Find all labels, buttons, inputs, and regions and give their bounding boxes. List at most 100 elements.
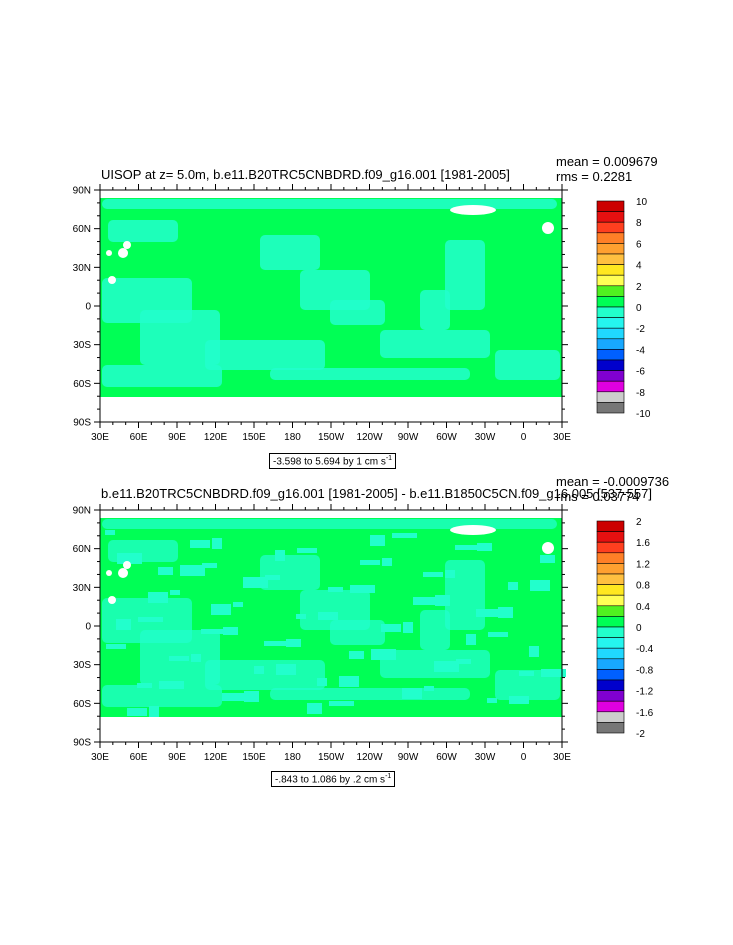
panel1-negative-patch [445,240,485,310]
panel2-negative-speckle [466,634,476,645]
panel2-colorbar-label: -0.8 [636,665,654,676]
panel2-range-unit-exp: -1 [385,773,392,780]
panel1-colorbar-box [596,349,625,361]
panel1-colorbar-label: -10 [636,409,651,420]
panel1-lon-label: 30E [553,432,571,443]
panel2-negative-speckle [541,669,566,677]
panel2-colorbar-box [596,722,625,734]
panel1-negative-patch [270,368,470,380]
panel1-colorbar-label: 4 [636,261,642,272]
panel2-missing-area [450,525,496,535]
panel1-colorbar-box [596,264,625,276]
panel1-range-unit-exp: -1 [385,455,393,462]
panel2-negative-speckle [243,577,268,588]
panel2-lon-label: 180 [284,752,301,763]
panel2-missing-area [118,568,128,578]
panel2-negative-speckle [191,654,201,662]
panel2-negative-speckle [137,683,152,688]
panel1-lat-label: 90S [73,418,91,429]
panel2-colorbar-label: -1.2 [636,687,654,698]
panel1-colorbar-box [596,221,625,234]
panel1-negative-patch [102,199,557,209]
panel2-missing-area [542,542,554,554]
panel2-negative-patch [205,660,325,690]
panel2-negative-speckle [223,627,238,635]
panel1-colorbar-box [596,296,625,308]
panel2-lat-label: 90S [73,738,91,749]
panel2-negative-speckle [117,553,142,564]
panel2-colorbar-box [596,637,625,649]
panel1-lon-label: 60E [130,432,148,443]
panel2-lat-label: 90N [73,506,91,517]
panel1-colorbar-label: -8 [636,388,645,399]
panel1-lon-label: 150W [318,432,345,443]
panel2-range-text: -.843 to 1.086 by .2 cm s [275,774,386,786]
panel1-lat-label: 90N [73,186,91,197]
panel2-colorbar-box [596,647,625,660]
panel2-negative-speckle [222,693,247,701]
panel2-negative-speckle [159,681,184,689]
panel2-negative-speckle [169,656,189,661]
panel2-lon-label: 30E [553,752,571,763]
panel2-negative-patch [495,670,560,700]
panel1-lon-label: 90E [168,432,186,443]
panel2-negative-speckle [276,664,296,675]
panel2-colorbar-label: 0 [636,623,642,634]
panel2-lat-label: 60S [73,699,91,710]
panel2-negative-patch [330,620,385,645]
panel1-colorbar-label: -6 [636,367,645,378]
panel1-colorbar-label: 10 [636,197,648,208]
panel1-colorbar-box [596,391,625,403]
panel2-lon-label: 60W [436,752,457,763]
panel2-negative-patch [260,555,320,590]
panel2-negative-speckle [487,698,497,703]
panel2-negative-speckle [349,651,364,659]
panel2-colorbar-box [596,573,625,585]
panel2-negative-speckle [138,617,163,622]
panel2-negative-speckle [148,592,168,603]
panel1-lon-label: 120W [356,432,383,443]
panel1-colorbar-box [596,338,625,350]
panel1-lat-label: 30S [73,340,91,351]
panel2-negative-speckle [328,587,343,592]
panel2-negative-speckle [434,661,459,672]
panel2-lat-label: 60N [73,544,91,555]
panel2-negative-speckle [456,659,471,664]
panel1-lat-label: 60N [73,224,91,235]
panel2-rms: rms = 0.03774 [556,489,640,504]
panel2-colorbar-label: 0.4 [636,602,650,613]
panel2-negative-speckle [402,688,422,699]
panel1-colorbar-box [596,211,625,223]
panel2-negative-speckle [244,691,259,702]
panel2-lat-label: 30N [73,583,91,594]
panel2-negative-speckle [211,604,231,615]
panel2-negative-speckle [296,614,306,619]
panel2-colorbar-box [596,690,625,702]
panel2-colorbar-box [596,605,625,617]
panel2-colorbar-label: 1.2 [636,559,650,570]
panel1-colorbar-box [596,232,625,244]
panel2-negative-speckle [105,530,115,535]
panel2-negative-speckle [180,565,205,576]
panel2-negative-speckle [201,629,226,634]
panel2-lon-label: 30E [91,752,109,763]
panel1-range-box: -3.598 to 5.694 by 1 cm s-1 [269,453,397,470]
panel2-negative-speckle [455,545,480,550]
panel2-lon-label: 60E [130,752,148,763]
panel2-negative-speckle [158,567,173,575]
panel2-negative-speckle [424,686,434,691]
panel2-lon-label: 30W [475,752,496,763]
panel2-negative-speckle [212,538,222,549]
panel2-negative-speckle [381,624,401,632]
panel2-negative-speckle [318,612,338,620]
panel1-negative-patch [420,290,450,330]
panel1-missing-area [118,248,128,258]
panel1-colorbar-box [596,274,625,287]
panel1-lon-label: 60W [436,432,457,443]
panel1-colorbar-box [596,317,625,329]
panel2-missing-area [123,561,131,569]
panel2-colorbar-box [596,711,625,723]
panel2-title: b.e11.B20TRC5CNBDRD.f09_g16.001 [1981-20… [101,486,652,501]
panel2-lat-label: 30S [73,660,91,671]
